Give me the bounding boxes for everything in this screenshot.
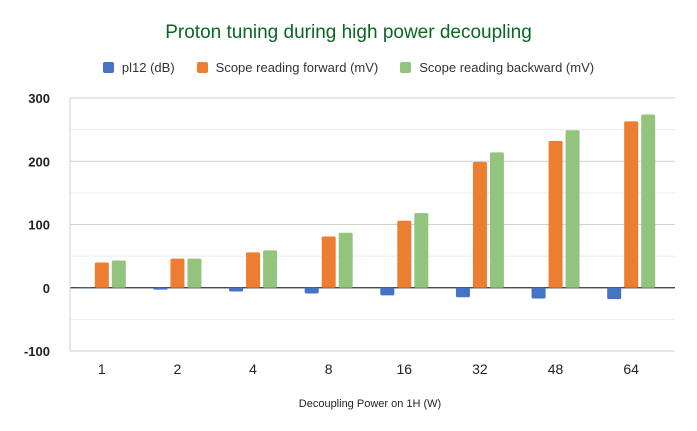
legend-label-pl12: pl12 (dB) [121, 60, 175, 75]
x-tick-label: 48 [548, 361, 564, 377]
bar-pl12-64 [607, 287, 622, 300]
bar-pl12-16 [380, 287, 395, 296]
gridlines [69, 97, 675, 352]
legend-item-pl12: pl12 (dB) [102, 60, 175, 75]
bar-forward-48 [548, 141, 563, 288]
legend-label-backward: Scope reading backward (mV) [419, 60, 595, 75]
bar-pl12-1 [77, 287, 92, 289]
legend-swatch-forward [196, 62, 208, 73]
y-tick-label: 300 [28, 91, 50, 106]
y-tick-label: 100 [28, 218, 50, 233]
bar-backward-8 [338, 232, 353, 288]
y-tick-label: -100 [24, 344, 50, 359]
legend-label-forward: Scope reading forward (mV) [215, 60, 379, 75]
bar-backward-16 [414, 213, 429, 288]
legend-swatch-pl12 [102, 62, 114, 73]
legend-item-forward: Scope reading forward (mV) [196, 60, 379, 75]
bar-forward-4 [246, 252, 261, 288]
y-tick-label: 0 [43, 281, 50, 296]
bars [77, 114, 656, 300]
bar-backward-1 [111, 260, 126, 288]
legend: pl12 (dB) Scope reading forward (mV) Sco… [0, 60, 697, 75]
bar-forward-16 [397, 220, 412, 288]
x-tick-label: 32 [472, 361, 488, 377]
x-tick-label: 8 [325, 361, 333, 377]
y-axis-ticks: -100 0 100 200 300 [24, 91, 50, 359]
bar-backward-2 [187, 258, 202, 288]
y-tick-label: 200 [28, 154, 50, 169]
x-tick-label: 4 [249, 361, 257, 377]
x-axis-ticks: 1 2 4 8 16 32 48 64 [98, 361, 639, 377]
bar-backward-4 [263, 250, 278, 288]
bar-forward-2 [170, 258, 185, 288]
bar-pl12-32 [455, 287, 470, 298]
bar-forward-8 [321, 236, 336, 288]
x-tick-label: 1 [98, 361, 106, 377]
x-tick-label: 64 [623, 361, 639, 377]
bar-backward-48 [565, 130, 580, 288]
bar-forward-64 [624, 121, 639, 288]
x-axis-label: Decoupling Power on 1H (W) [299, 398, 441, 410]
bar-pl12-4 [229, 287, 244, 292]
bar-backward-32 [489, 152, 504, 288]
bar-pl12-2 [153, 287, 168, 290]
x-tick-label: 16 [397, 361, 413, 377]
chart-title: Proton tuning during high power decoupli… [165, 22, 532, 43]
bar-forward-1 [94, 262, 109, 288]
legend-swatch-backward [400, 62, 412, 73]
bar-backward-64 [641, 114, 656, 288]
bar-forward-32 [472, 161, 487, 288]
x-tick-label: 2 [174, 361, 182, 377]
bar-pl12-48 [531, 287, 546, 299]
legend-item-backward: Scope reading backward (mV) [400, 60, 594, 75]
bar-pl12-8 [304, 287, 319, 294]
